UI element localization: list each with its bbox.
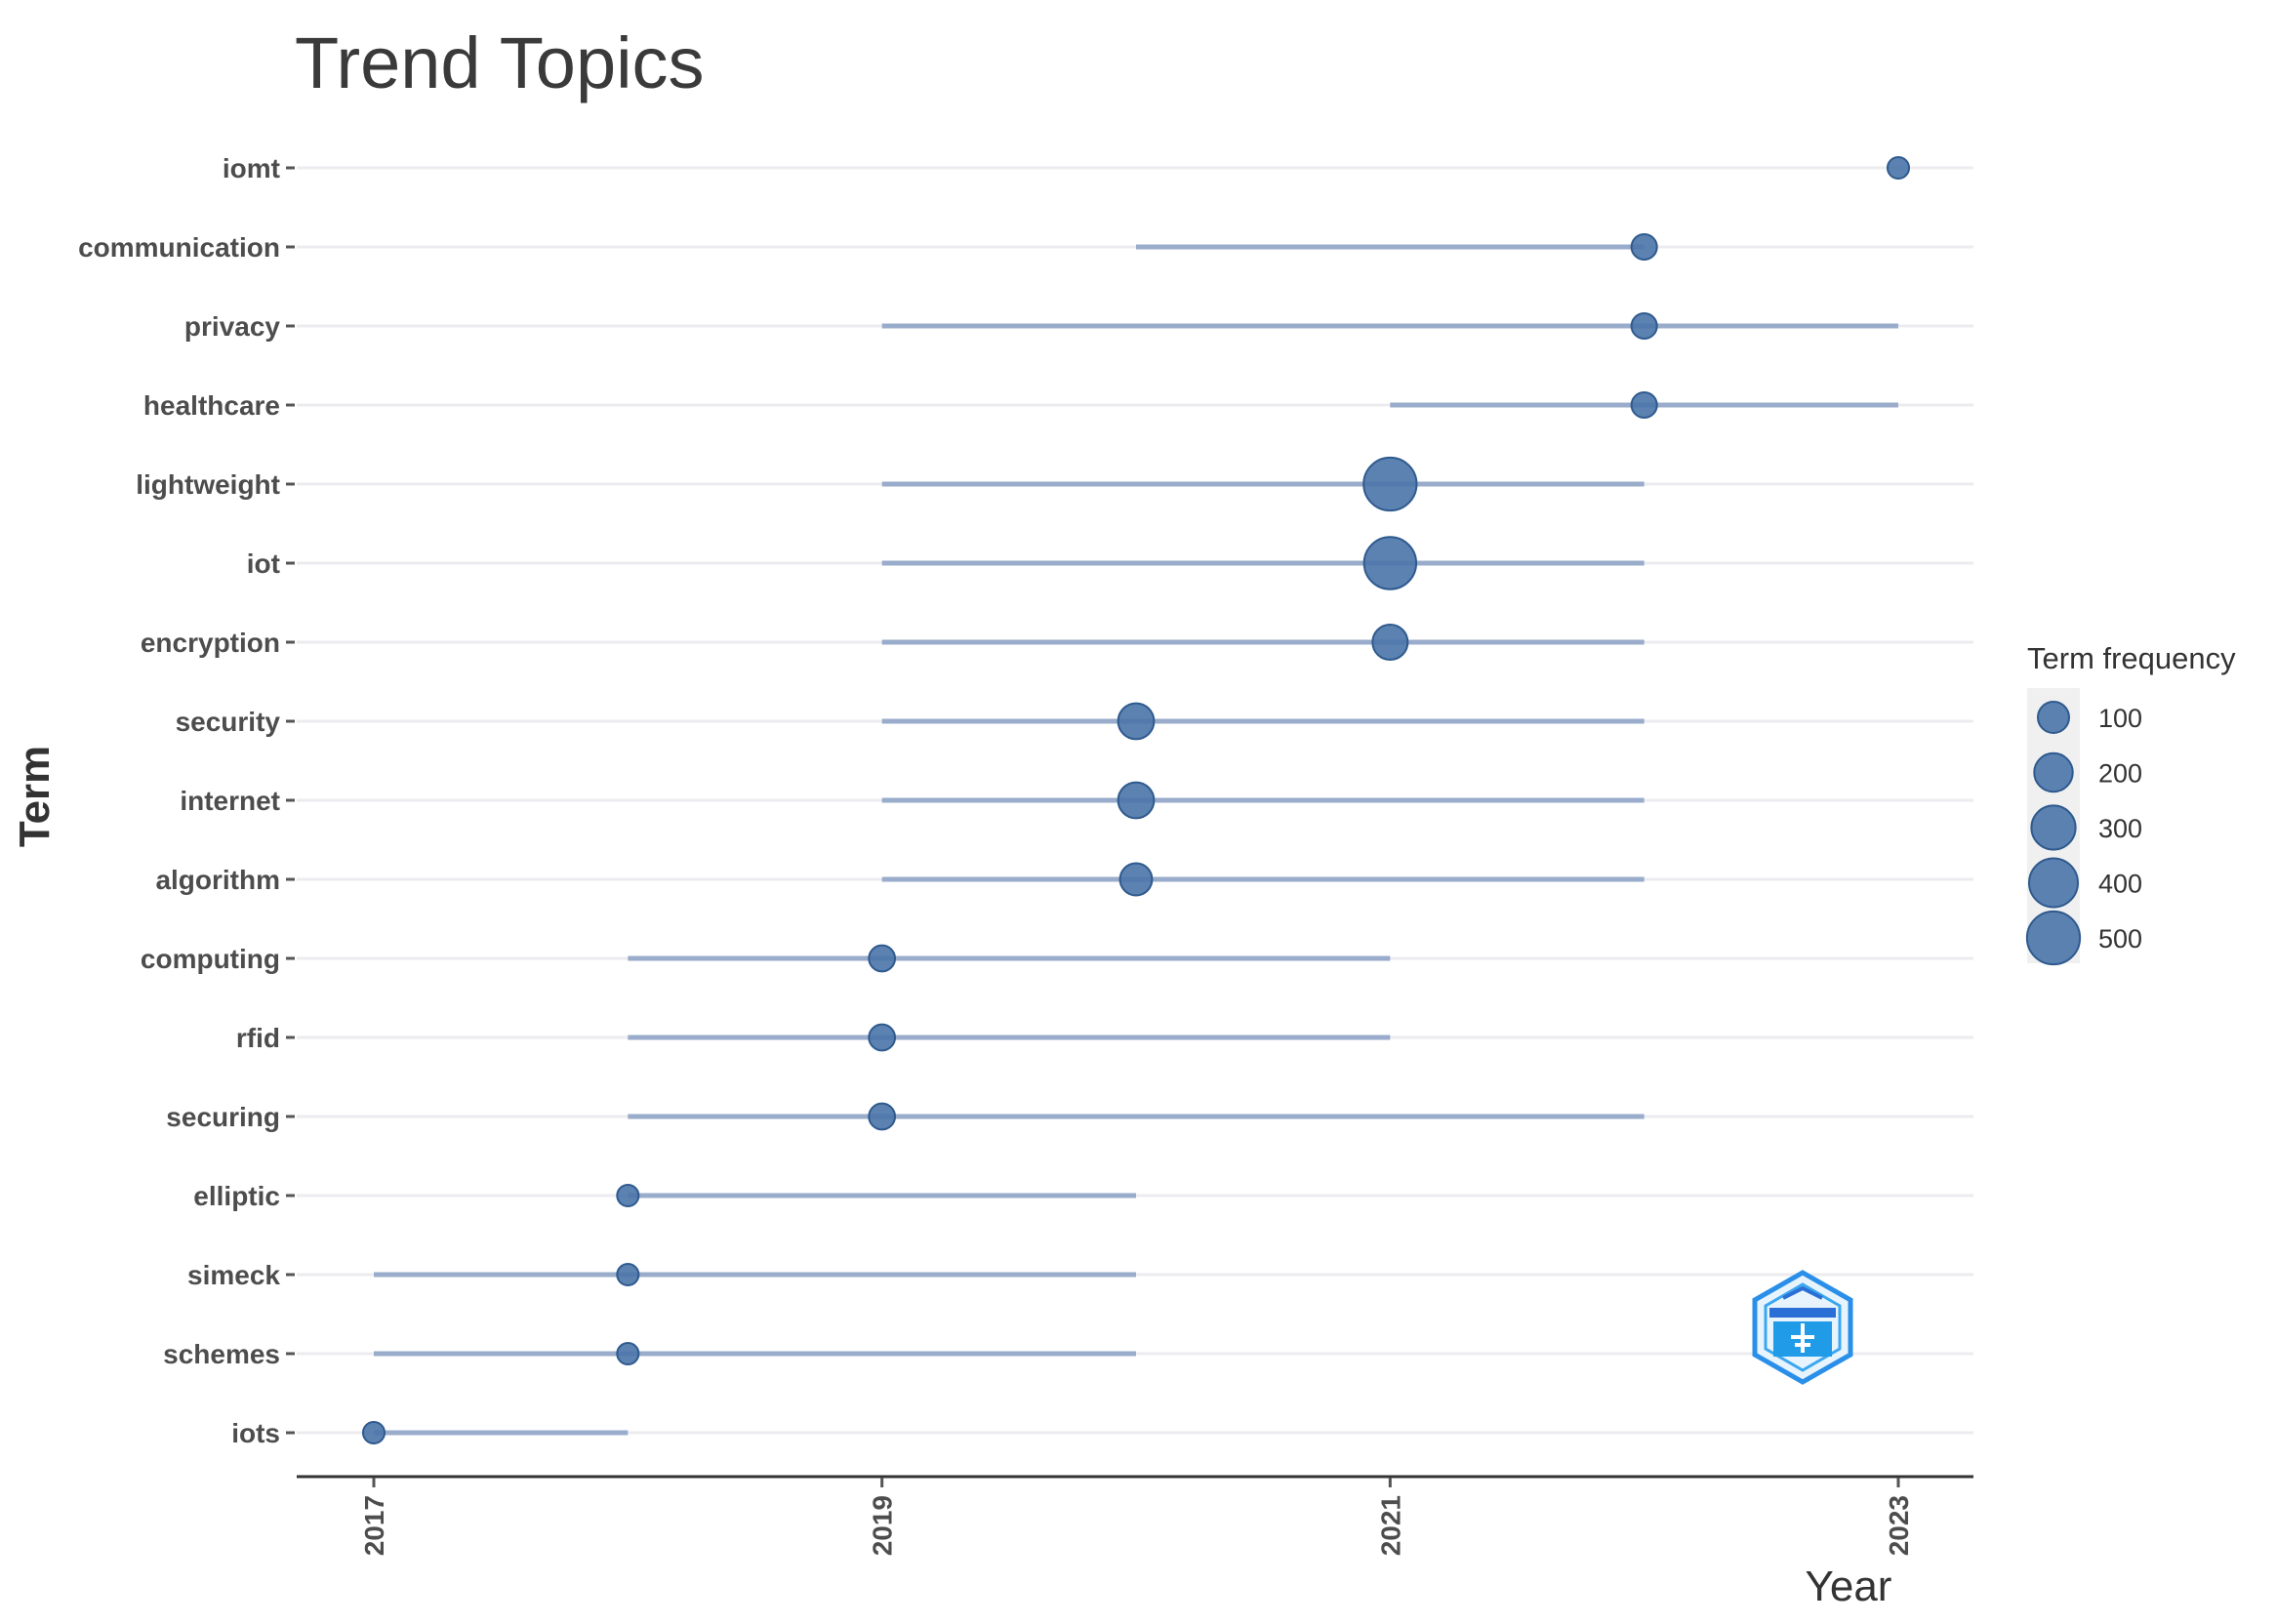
median-point — [1362, 536, 1418, 590]
median-point — [616, 1262, 640, 1287]
median-point — [868, 1023, 897, 1052]
x-axis-title: Year — [1806, 1563, 1892, 1610]
x-tick-label: 2019 — [868, 1495, 898, 1556]
y-tick-label: computing — [141, 944, 280, 974]
x-axis: 2017 2019 2021 2023 — [297, 1475, 1973, 1556]
median-point — [868, 944, 897, 973]
y-tick-label: encryption — [141, 628, 280, 658]
y-tick-label: iot — [247, 548, 280, 579]
chart-title: Trend Topics — [295, 22, 705, 103]
median-point — [1630, 311, 1658, 341]
x-tick-label: 2017 — [359, 1495, 389, 1556]
legend-label: 400 — [2098, 870, 2142, 899]
median-point — [1630, 390, 1658, 420]
median-point — [1118, 862, 1154, 897]
legend: Term frequency 100 200 300 400 500 — [2025, 641, 2236, 966]
y-tick-label: iomt — [223, 153, 280, 183]
legend-key-point — [2030, 804, 2077, 851]
median-point — [1630, 232, 1658, 262]
x-tick-label: 2021 — [1375, 1495, 1405, 1556]
median-point — [616, 1183, 640, 1208]
y-axis-title: Term — [11, 746, 59, 847]
y-tick-label: security — [176, 707, 281, 737]
median-point — [868, 1102, 897, 1131]
range-segments — [374, 244, 1898, 1436]
legend-label: 300 — [2098, 814, 2142, 843]
median-point — [1117, 781, 1156, 820]
y-tick-label: elliptic — [193, 1181, 280, 1211]
median-points — [361, 155, 1911, 1445]
y-tick-label: securing — [166, 1102, 280, 1132]
legend-key-point — [2028, 857, 2079, 909]
y-tick-label: healthcare — [143, 390, 280, 421]
y-tick-label: simeck — [187, 1260, 280, 1290]
median-point — [1371, 623, 1409, 662]
legend-key-point — [2025, 910, 2082, 966]
legend-key-point — [2037, 701, 2070, 734]
y-axis: iomt communication privacy healthcare lightw… — [78, 153, 295, 1448]
x-tick-label: 2023 — [1884, 1495, 1914, 1556]
y-tick-label: schemes — [163, 1339, 280, 1369]
legend-label: 500 — [2098, 924, 2142, 954]
y-tick-label: lightweight — [136, 469, 280, 500]
legend-title: Term frequency — [2027, 641, 2236, 675]
legend-key-point — [2033, 751, 2074, 793]
y-tick-label: algorithm — [155, 865, 280, 895]
median-point — [361, 1420, 386, 1445]
y-tick-label: privacy — [184, 311, 280, 342]
median-point — [1886, 155, 1911, 181]
y-tick-label: iots — [231, 1418, 280, 1448]
y-tick-label: rfid — [236, 1023, 280, 1053]
journal-logo-icon — [1752, 1270, 1853, 1385]
median-point — [1362, 456, 1418, 512]
legend-label: 200 — [2098, 759, 2142, 789]
legend-label: 100 — [2098, 704, 2142, 733]
median-point — [616, 1341, 640, 1366]
median-point — [1117, 702, 1156, 741]
y-tick-label: internet — [180, 786, 280, 816]
y-tick-label: communication — [78, 232, 280, 263]
